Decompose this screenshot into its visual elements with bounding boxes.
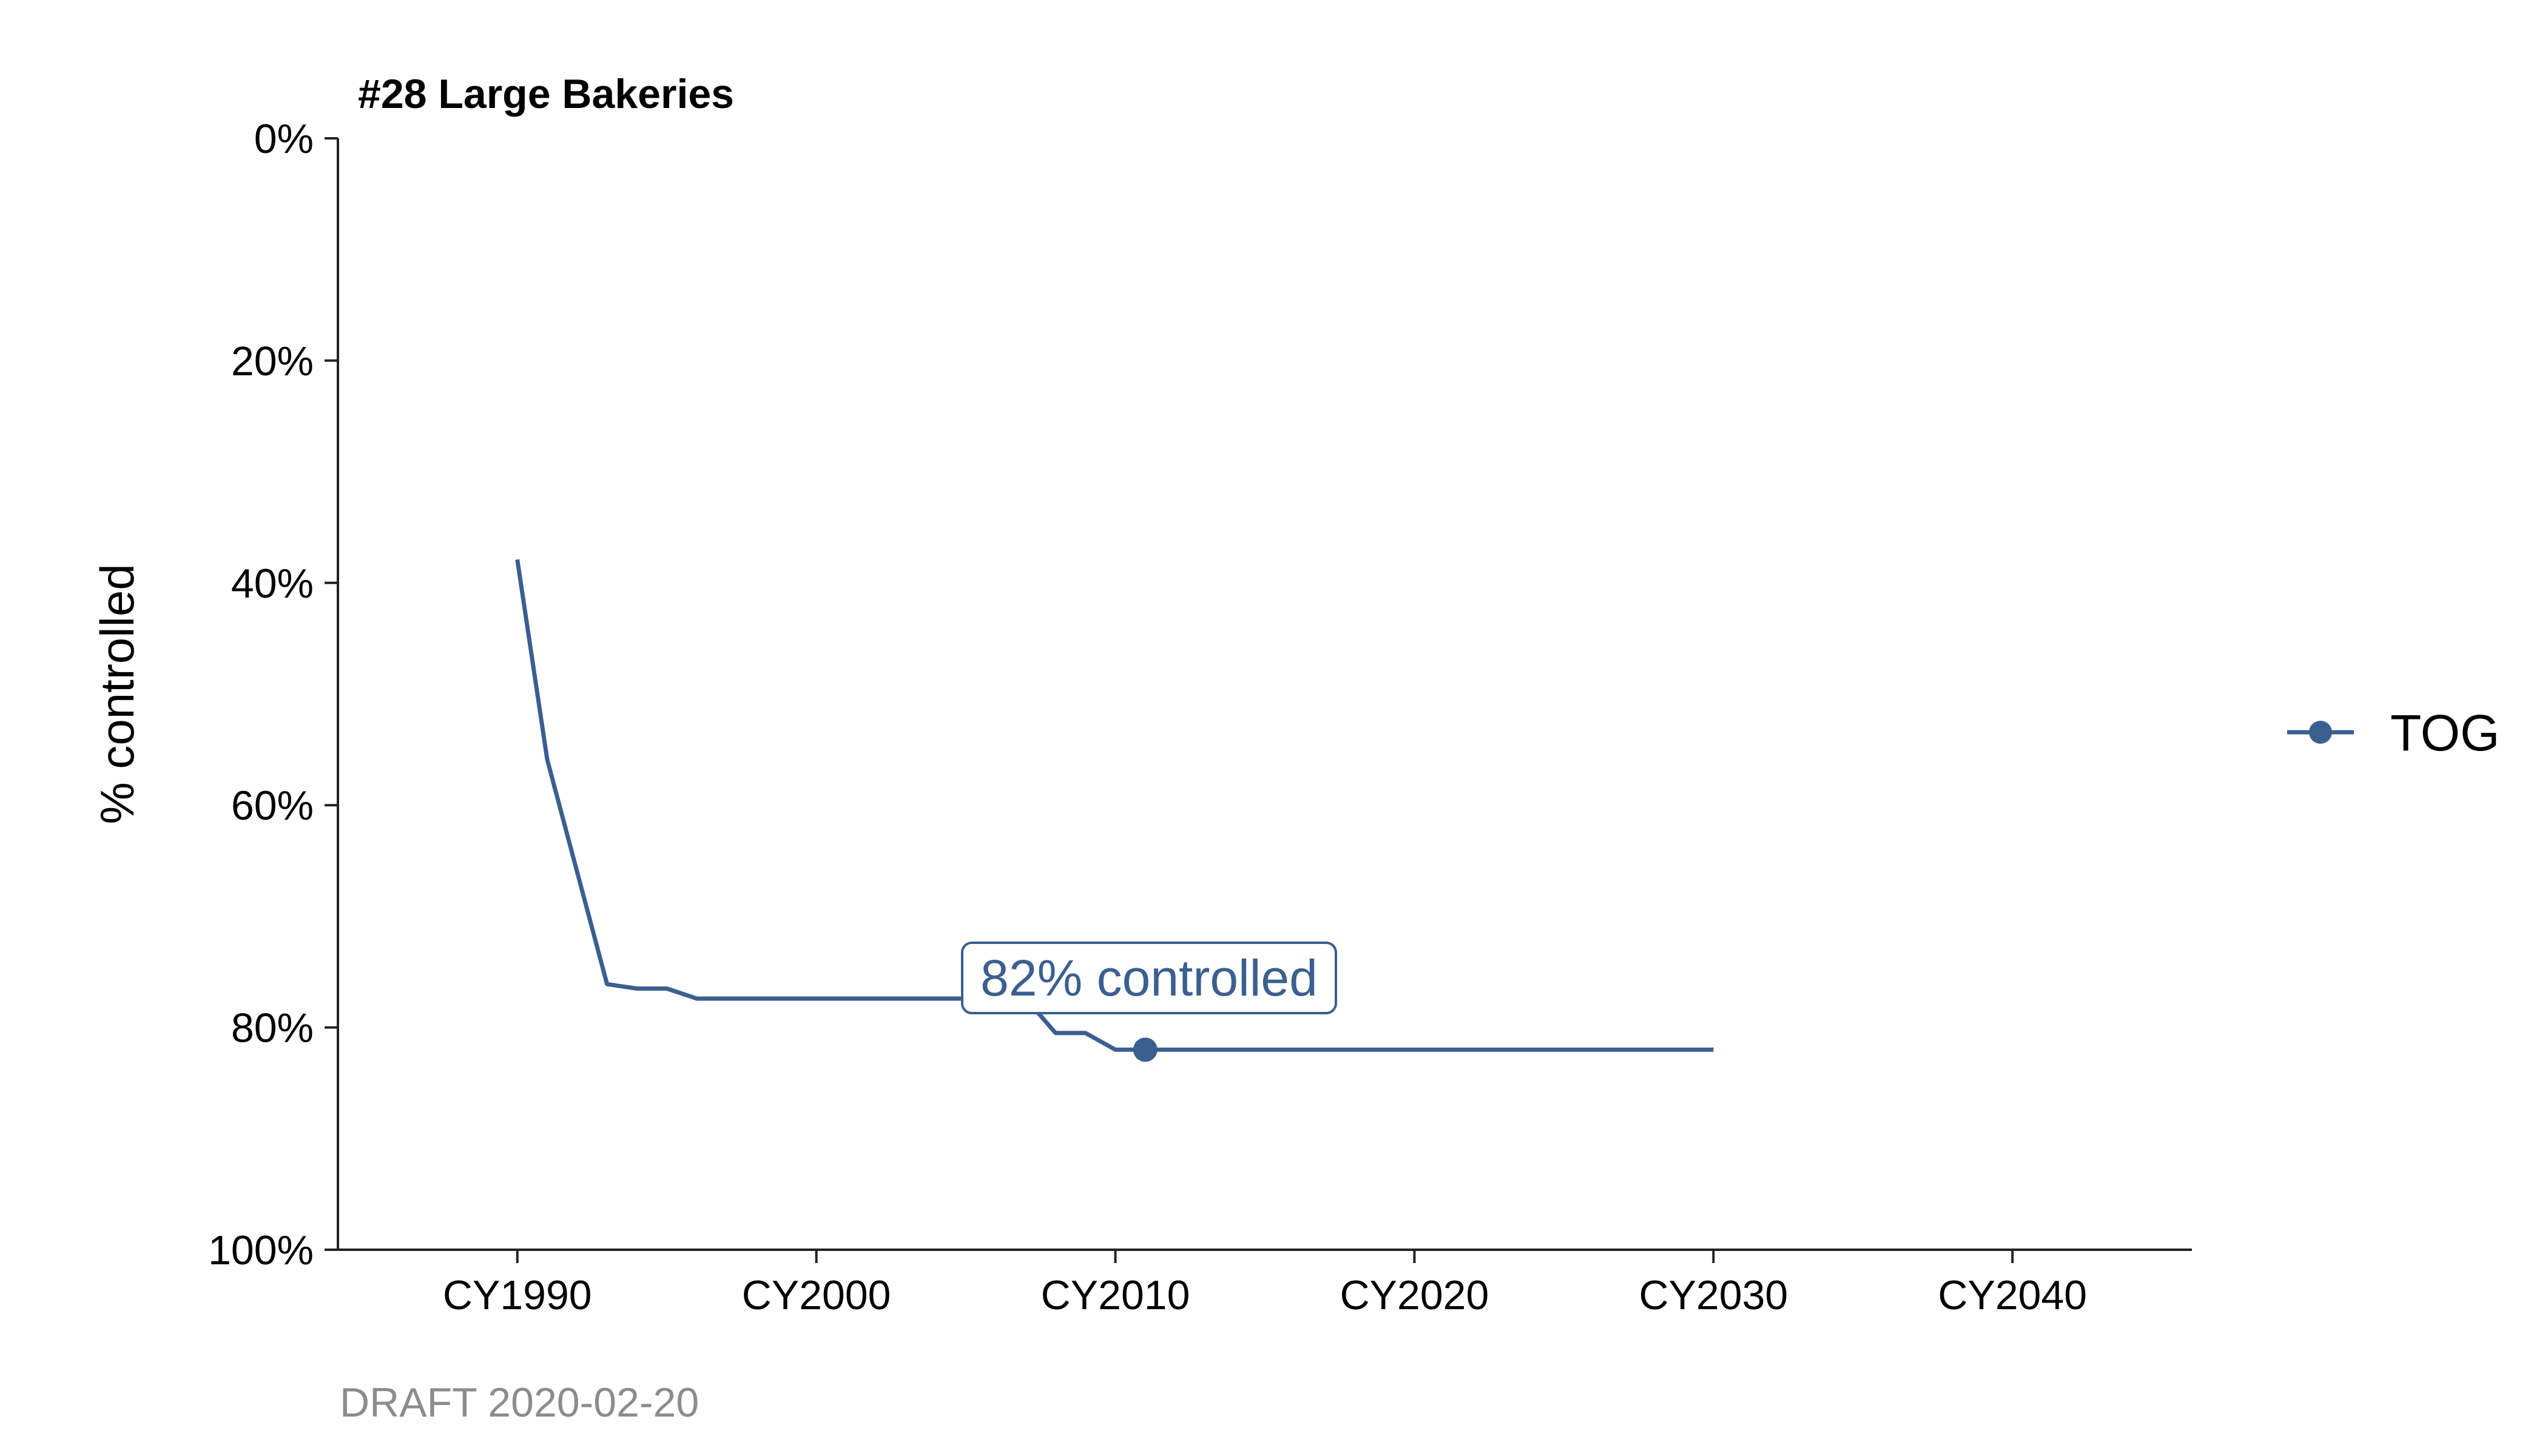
x-tick-label: CY1990 bbox=[443, 1272, 592, 1318]
y-axis-label: % controlled bbox=[90, 564, 144, 824]
series-layer bbox=[515, 559, 1714, 1062]
y-tick-label: 60% bbox=[231, 783, 314, 829]
y-axis: 0% 20% 40% 60% 80% 100% bbox=[208, 116, 339, 1273]
annotation-box bbox=[961, 942, 1337, 1014]
legend-label-tog: TOG bbox=[2390, 704, 2499, 761]
x-axis: CY1990 CY2000 CY2010 CY2020 CY2030 CY2040 bbox=[338, 1249, 2192, 1318]
highlight-point bbox=[1133, 1037, 1158, 1062]
x-tick-label: CY2040 bbox=[1938, 1272, 2087, 1318]
draft-caption: DRAFT 2020-02-20 bbox=[340, 1380, 699, 1426]
x-tick-label: CY2010 bbox=[1041, 1272, 1190, 1318]
y-tick-label: 100% bbox=[208, 1227, 314, 1273]
y-tick-label: 20% bbox=[231, 338, 314, 384]
y-tick-label: 40% bbox=[231, 561, 314, 607]
x-tick-label: CY2020 bbox=[1340, 1272, 1489, 1318]
y-tick-label: 0% bbox=[254, 116, 314, 162]
series-line-tog bbox=[515, 559, 1714, 1052]
x-tick-label: CY2000 bbox=[742, 1272, 891, 1318]
y-ticks: 0% 20% 40% 60% 80% 100% bbox=[208, 116, 338, 1273]
annotation-label: 82% controlled bbox=[961, 942, 1337, 1014]
x-ticks: CY1990 CY2000 CY2010 CY2020 CY2030 CY2040 bbox=[443, 1250, 2087, 1318]
legend: TOG bbox=[2287, 704, 2499, 761]
legend-marker bbox=[2309, 721, 2332, 744]
annotation-text: 82% controlled bbox=[980, 949, 1318, 1006]
chart-title: #28 Large Bakeries bbox=[358, 71, 734, 117]
x-tick-label: CY2030 bbox=[1639, 1272, 1788, 1318]
y-tick-label: 80% bbox=[231, 1005, 314, 1051]
